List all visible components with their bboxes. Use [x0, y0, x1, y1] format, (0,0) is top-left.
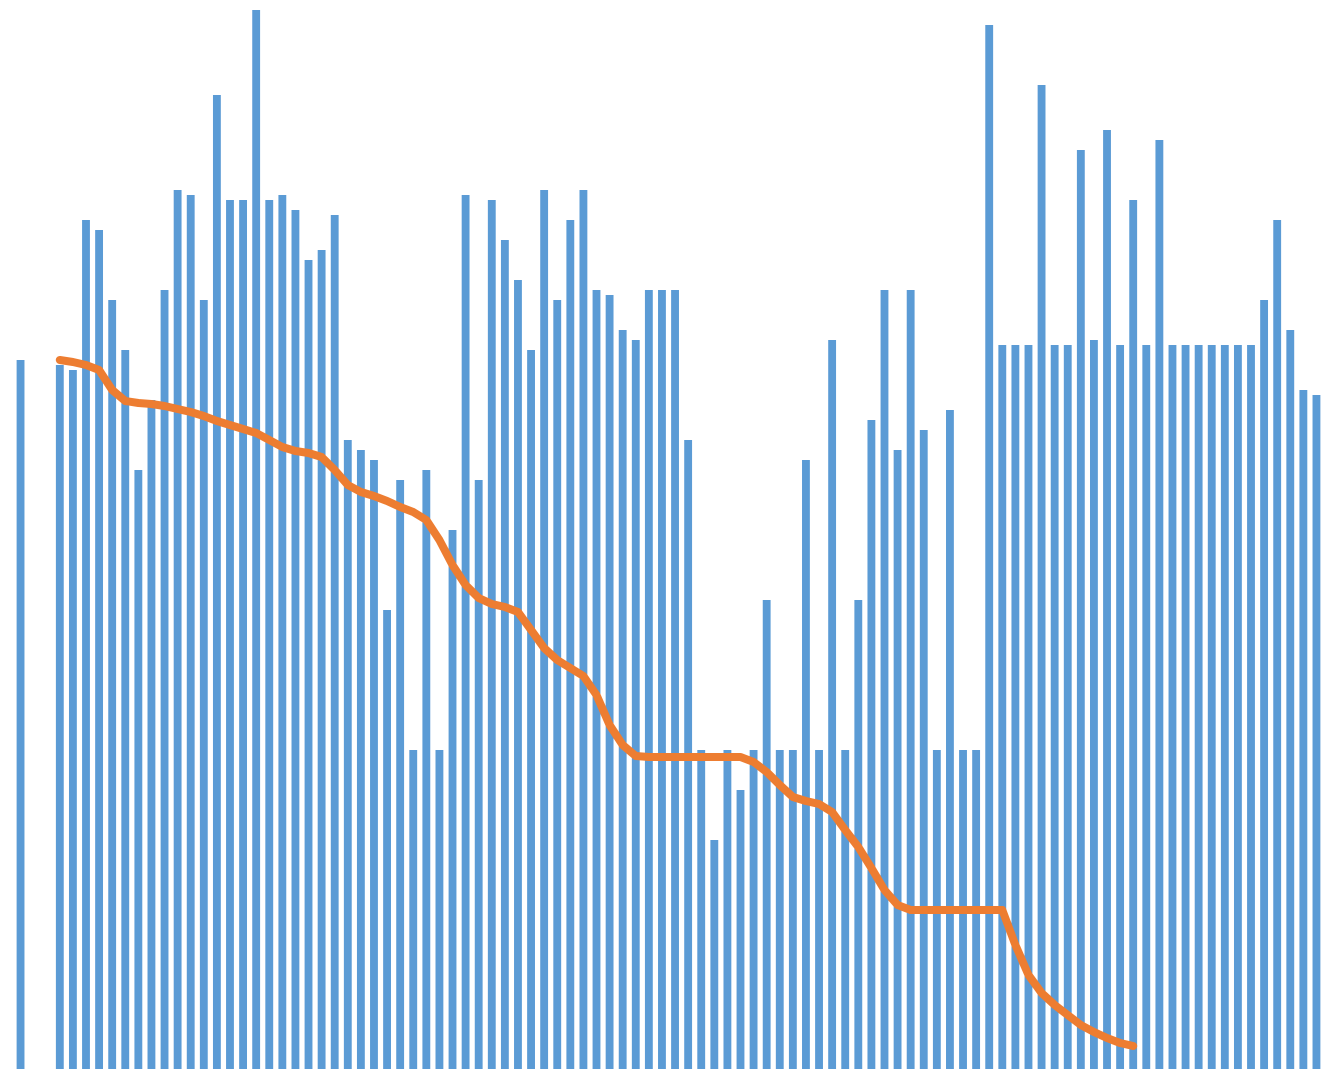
bar — [121, 350, 130, 1069]
bar — [736, 790, 745, 1069]
bar — [723, 750, 732, 1069]
bar — [199, 300, 208, 1069]
bar — [1312, 395, 1321, 1069]
bar — [448, 530, 457, 1069]
bar — [540, 190, 549, 1069]
bar — [304, 260, 313, 1069]
bar — [330, 215, 339, 1069]
bar — [1194, 345, 1203, 1069]
bar — [461, 195, 470, 1069]
bar — [212, 95, 221, 1069]
bar — [710, 840, 719, 1069]
bar — [1155, 140, 1164, 1069]
bar — [134, 470, 143, 1069]
bar — [618, 330, 627, 1069]
bar — [553, 300, 562, 1069]
bar — [802, 460, 810, 1069]
bar — [1247, 345, 1255, 1069]
bar — [880, 290, 889, 1069]
bar — [1076, 150, 1085, 1069]
bar — [317, 250, 326, 1069]
bar — [186, 195, 195, 1069]
bar — [1116, 345, 1125, 1069]
bar — [671, 290, 679, 1069]
bar — [435, 750, 444, 1069]
bar — [605, 295, 614, 1069]
bar — [409, 750, 418, 1069]
bar — [55, 365, 64, 1069]
bar — [147, 400, 156, 1069]
bar — [828, 340, 837, 1069]
bar — [1089, 340, 1098, 1069]
bar — [631, 340, 640, 1069]
bar — [383, 610, 391, 1069]
bar — [1050, 345, 1059, 1069]
bar — [998, 345, 1007, 1069]
bar — [396, 480, 405, 1069]
bar — [160, 290, 169, 1069]
bar — [500, 240, 509, 1069]
line — [55, 356, 1138, 1050]
bar — [1260, 300, 1269, 1069]
bar — [1011, 345, 1020, 1069]
bar — [815, 750, 823, 1069]
bar — [762, 600, 771, 1069]
bar — [658, 290, 666, 1069]
bar — [919, 430, 928, 1069]
bar — [108, 300, 117, 1069]
bar — [1207, 345, 1216, 1069]
bar — [95, 230, 104, 1069]
bar — [1063, 345, 1072, 1069]
bar — [422, 470, 431, 1069]
bar — [291, 210, 300, 1069]
bar — [252, 10, 261, 1069]
bar — [985, 25, 994, 1069]
bar — [1142, 345, 1151, 1069]
bar — [487, 200, 496, 1069]
bar — [1037, 85, 1046, 1069]
bar — [854, 600, 863, 1069]
bar — [1181, 345, 1190, 1069]
bar — [265, 200, 274, 1069]
bar — [697, 750, 706, 1069]
bar — [68, 370, 77, 1069]
bar — [173, 190, 182, 1069]
bar — [514, 280, 522, 1069]
bar — [343, 440, 352, 1069]
bar — [370, 460, 378, 1069]
bar — [1286, 330, 1295, 1069]
bar — [893, 450, 902, 1069]
bar — [579, 190, 588, 1069]
bar — [749, 750, 758, 1069]
bar — [82, 220, 90, 1069]
bar — [278, 195, 287, 1069]
bar — [1129, 200, 1138, 1069]
bar — [592, 290, 601, 1069]
bar — [644, 290, 653, 1069]
bar — [1299, 390, 1308, 1069]
bar — [566, 220, 575, 1069]
bar — [474, 480, 483, 1069]
bar — [356, 450, 365, 1069]
bar — [239, 200, 248, 1069]
bar — [1024, 345, 1033, 1069]
bar — [841, 750, 850, 1069]
bar — [1103, 130, 1111, 1069]
bar — [1233, 345, 1242, 1069]
bar — [1273, 220, 1282, 1069]
bar — [527, 350, 535, 1069]
bar — [867, 420, 876, 1069]
bar — [226, 200, 234, 1069]
bar — [1220, 345, 1229, 1069]
bar — [1168, 345, 1177, 1069]
bar — [906, 290, 915, 1069]
bar — [16, 360, 25, 1069]
bar — [775, 750, 784, 1069]
bar — [788, 750, 797, 1069]
bar — [946, 410, 954, 1069]
